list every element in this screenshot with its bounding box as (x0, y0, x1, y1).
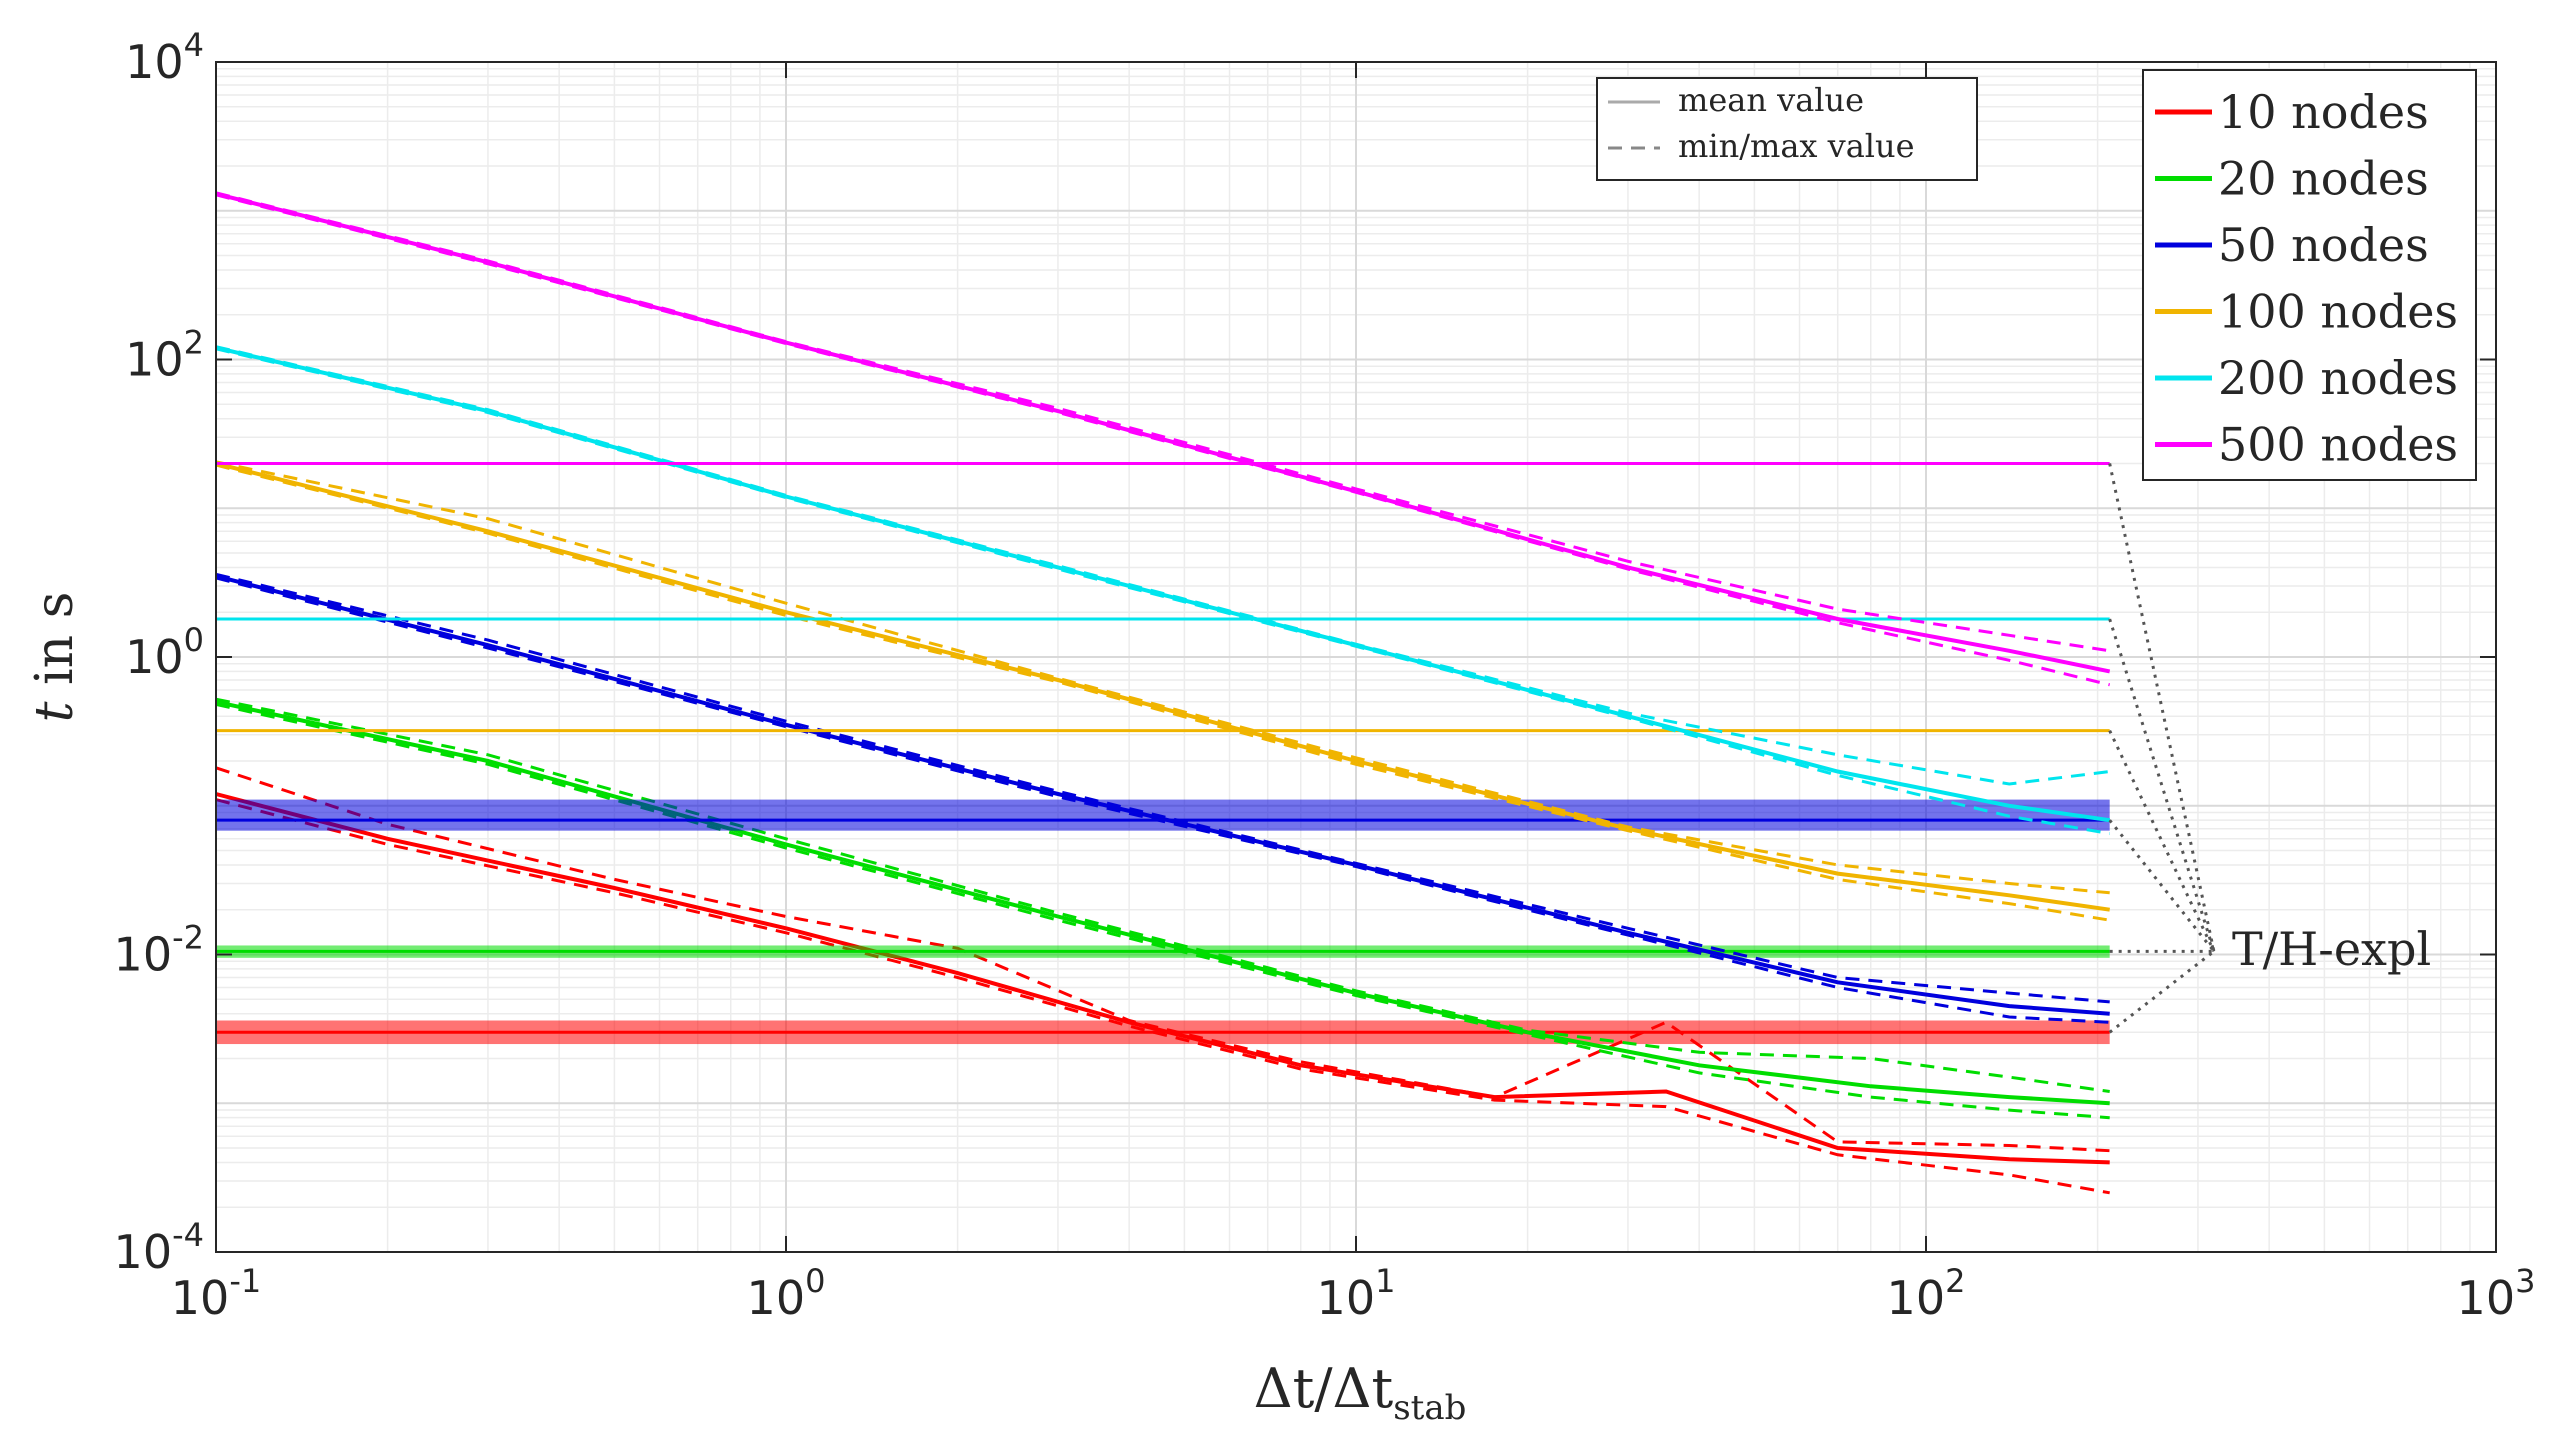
max-line-20-nodes (215, 697, 2110, 1093)
y-tick-label-exponent: -4 (172, 1216, 204, 1254)
legend-label-100-nodes: 100 nodes (2218, 285, 2458, 339)
max-line-500-nodes (215, 191, 2110, 653)
legend-label-10-nodes: 10 nodes (2218, 85, 2429, 139)
color-legend-box (2142, 69, 2477, 481)
x-axis-label-sub: stab (1393, 1388, 1466, 1428)
y-tick-label-base: 10 (114, 1225, 173, 1279)
annotation-leader-500-nodes (2108, 463, 2216, 952)
x-tick-label: 102 (1887, 1262, 1966, 1325)
y-tick-label: 100 (125, 621, 204, 684)
style-legend-minmax-label: min/max value (1678, 127, 1915, 165)
y-tick-label: 10-4 (114, 1216, 204, 1279)
y-axis-label-rest: in s (25, 592, 85, 702)
y-tick-label-base: 10 (125, 333, 184, 387)
legend-label-500-nodes: 500 nodes (2218, 418, 2458, 472)
max-line-100-nodes (215, 460, 2110, 895)
annotation-leader-lines (2108, 463, 2216, 1034)
x-tick-label-base: 10 (747, 1271, 806, 1325)
min-line-100-nodes (215, 463, 2110, 922)
y-tick-label: 102 (125, 324, 204, 387)
x-tick-label-exponent: 2 (1945, 1262, 1965, 1300)
y-tick-label-exponent: 2 (184, 324, 204, 362)
annotation-leader-10-nodes (2108, 950, 2215, 1034)
legend-label-20-nodes: 20 nodes (2218, 152, 2429, 206)
y-tick-label-base: 10 (125, 630, 184, 684)
x-axis-label: Δt/Δtstab (1254, 1357, 1467, 1428)
x-axis-label-main: Δt/Δt (1254, 1357, 1394, 1420)
x-tick-label-base: 10 (171, 1271, 230, 1325)
x-tick-label: 10-1 (171, 1262, 261, 1325)
y-tick-label-exponent: 4 (184, 26, 204, 64)
y-tick-label: 104 (125, 26, 204, 89)
y-axis-label-italic: t (25, 701, 85, 722)
x-tick-label: 103 (2457, 1262, 2536, 1325)
y-tick-label: 10-2 (114, 919, 204, 982)
x-tick-label-exponent: -1 (229, 1262, 261, 1300)
mean-line-500-nodes (215, 191, 2111, 674)
x-tick-label: 101 (1317, 1262, 1396, 1325)
min-line-10-nodes (215, 798, 2110, 1195)
mean-line-200-nodes (215, 345, 2110, 823)
x-tick-label-base: 10 (2457, 1271, 2516, 1325)
x-tick-label: 100 (747, 1262, 826, 1325)
y-tick-label-base: 10 (125, 35, 184, 89)
x-tick-label-exponent: 0 (805, 1262, 825, 1300)
legend-label-50-nodes: 50 nodes (2218, 218, 2429, 272)
mean-line-50-nodes (215, 574, 2110, 1016)
style-legend: mean value min/max value (1596, 77, 1978, 181)
tick-marks (215, 61, 2497, 1253)
annotation-leader-200-nodes (2108, 618, 2216, 952)
max-line-10-nodes (215, 766, 2110, 1153)
series-layer (215, 191, 2111, 1195)
y-axis-label: t in s (25, 592, 85, 723)
x-tick-label-base: 10 (1317, 1271, 1376, 1325)
min-line-20-nodes (215, 702, 2110, 1120)
style-legend-mean-label: mean value (1678, 81, 1864, 119)
style-legend-box (1596, 77, 1978, 181)
y-tick-label-base: 10 (114, 928, 173, 982)
color-legend: 10 nodes 20 nodes 50 nodes 100 nodes 200 nod… (2142, 69, 2477, 481)
legend-label-200-nodes: 200 nodes (2218, 351, 2458, 405)
mean-line-100-nodes (215, 461, 2110, 912)
x-tick-label-exponent: 1 (1375, 1262, 1395, 1300)
y-tick-label-exponent: 0 (184, 621, 204, 659)
annotation-label: T/H-expl (2232, 922, 2431, 976)
annotation-leader-50-nodes (2108, 819, 2216, 953)
x-tick-label-exponent: 3 (2515, 1262, 2535, 1300)
y-tick-label-exponent: -2 (172, 919, 204, 957)
x-tick-label-base: 10 (1887, 1271, 1946, 1325)
mean-line-10-nodes (215, 792, 2110, 1165)
